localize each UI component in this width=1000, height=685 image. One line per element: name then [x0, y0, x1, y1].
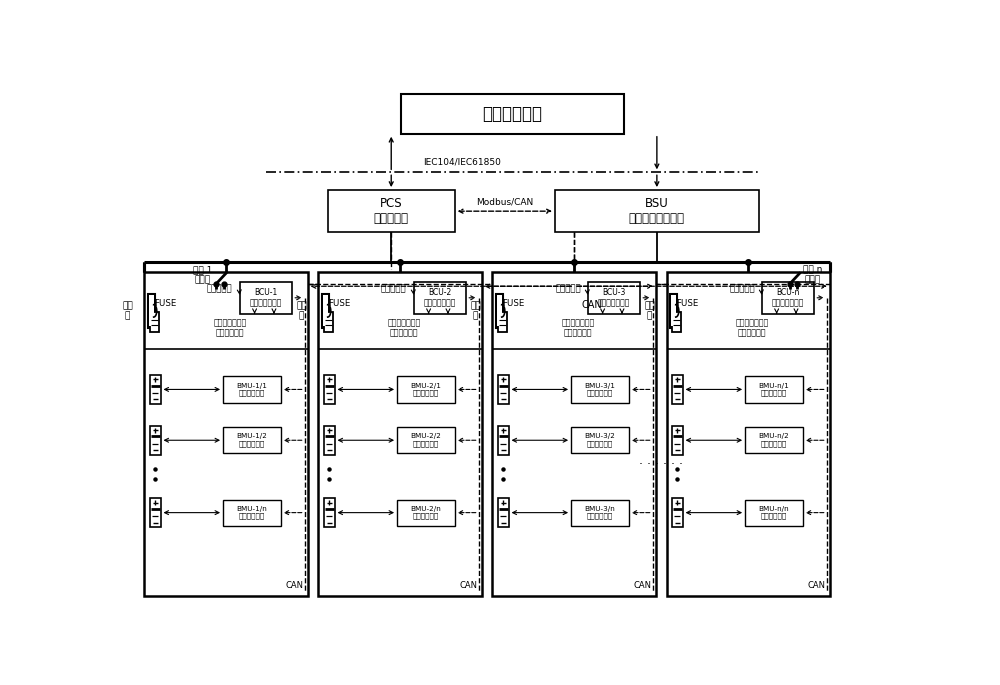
FancyBboxPatch shape: [745, 499, 803, 525]
Text: BMU-3/1
电池管理单元: BMU-3/1 电池管理单元: [584, 383, 615, 396]
Text: 接触
器: 接触 器: [470, 301, 481, 321]
Text: BMU-1/1
电池管理单元: BMU-1/1 电池管理单元: [236, 383, 267, 396]
FancyBboxPatch shape: [671, 295, 676, 326]
FancyBboxPatch shape: [571, 427, 629, 453]
FancyBboxPatch shape: [150, 312, 159, 332]
FancyBboxPatch shape: [323, 295, 328, 326]
FancyBboxPatch shape: [397, 376, 455, 403]
Text: IEC104/IEC61850: IEC104/IEC61850: [424, 158, 501, 167]
FancyBboxPatch shape: [498, 375, 509, 404]
Text: BCU-n
电池簇管理单元: BCU-n 电池簇管理单元: [772, 288, 804, 308]
Text: CAN: CAN: [634, 581, 652, 590]
FancyBboxPatch shape: [322, 294, 329, 328]
FancyBboxPatch shape: [672, 375, 683, 404]
FancyBboxPatch shape: [571, 499, 629, 525]
Text: BMU-n/2
电池管理单元: BMU-n/2 电池管理单元: [759, 434, 789, 447]
FancyBboxPatch shape: [324, 498, 335, 527]
FancyBboxPatch shape: [571, 376, 629, 403]
FancyBboxPatch shape: [150, 375, 161, 404]
Text: 接触
器: 接触 器: [122, 301, 133, 321]
FancyBboxPatch shape: [414, 282, 466, 314]
Text: CAN: CAN: [286, 581, 304, 590]
FancyBboxPatch shape: [318, 273, 482, 596]
Text: 支路 n: 支路 n: [803, 265, 822, 274]
Text: CAN: CAN: [460, 581, 478, 590]
FancyBboxPatch shape: [149, 295, 154, 326]
Text: BMU-n/n
电池管理单元: BMU-n/n 电池管理单元: [759, 506, 789, 519]
Text: Modbus/CAN: Modbus/CAN: [476, 197, 533, 207]
FancyBboxPatch shape: [498, 312, 507, 332]
FancyBboxPatch shape: [498, 425, 509, 455]
FancyBboxPatch shape: [324, 375, 335, 404]
Text: BCU-3
电池簇管理单元: BCU-3 电池簇管理单元: [598, 288, 630, 308]
FancyBboxPatch shape: [555, 190, 759, 232]
Text: 支路 1: 支路 1: [193, 265, 213, 274]
Text: BMU-1/2
电池管理单元: BMU-1/2 电池管理单元: [236, 434, 267, 447]
FancyBboxPatch shape: [401, 94, 624, 134]
Text: BMU-3/n
电池管理单元: BMU-3/n 电池管理单元: [585, 506, 615, 519]
FancyBboxPatch shape: [240, 282, 292, 314]
Text: 接触
器: 接触 器: [644, 301, 655, 321]
FancyBboxPatch shape: [762, 282, 814, 314]
Text: FUSE: FUSE: [502, 299, 524, 308]
Text: 接触器控制: 接触器控制: [729, 284, 755, 293]
FancyBboxPatch shape: [328, 190, 455, 232]
FancyBboxPatch shape: [498, 498, 509, 527]
Text: CAN: CAN: [582, 301, 603, 310]
Text: 总电压、电流采
集、绝缘监测: 总电压、电流采 集、绝缘监测: [387, 318, 421, 338]
FancyBboxPatch shape: [150, 425, 161, 455]
FancyBboxPatch shape: [144, 273, 308, 596]
Text: BMU-2/2
电池管理单元: BMU-2/2 电池管理单元: [410, 434, 441, 447]
Text: PCS
储能变流器: PCS 储能变流器: [374, 197, 409, 225]
FancyBboxPatch shape: [588, 282, 640, 314]
FancyBboxPatch shape: [492, 273, 656, 596]
Text: 接触器控制: 接触器控制: [381, 284, 407, 293]
Text: 总电压、电流采
集、绝缘监测: 总电压、电流采 集、绝缘监测: [561, 318, 595, 338]
Text: 断路器: 断路器: [805, 275, 821, 285]
Text: BMU-n/1
电池管理单元: BMU-n/1 电池管理单元: [759, 383, 789, 396]
Text: · · · · · ·: · · · · · ·: [639, 458, 683, 471]
Text: 断路器: 断路器: [195, 275, 211, 285]
Text: BCU-2
电池簇管理单元: BCU-2 电池簇管理单元: [424, 288, 456, 308]
Text: FUSE: FUSE: [328, 299, 350, 308]
Text: FUSE: FUSE: [154, 299, 176, 308]
FancyBboxPatch shape: [672, 312, 681, 332]
Text: BMU-1/n
电池管理单元: BMU-1/n 电池管理单元: [236, 506, 267, 519]
FancyBboxPatch shape: [397, 499, 455, 525]
FancyBboxPatch shape: [223, 376, 281, 403]
Text: FUSE: FUSE: [676, 299, 698, 308]
Text: BSU
电池系统管理单元: BSU 电池系统管理单元: [629, 197, 685, 225]
FancyBboxPatch shape: [672, 498, 683, 527]
Text: BMU-3/2
电池管理单元: BMU-3/2 电池管理单元: [584, 434, 615, 447]
Text: BCU-1
电池簇管理单元: BCU-1 电池簇管理单元: [250, 288, 282, 308]
FancyBboxPatch shape: [745, 427, 803, 453]
FancyBboxPatch shape: [672, 425, 683, 455]
Text: 接触
器: 接触 器: [296, 301, 307, 321]
Text: 接触器控制: 接触器控制: [555, 284, 581, 293]
Text: CAN: CAN: [808, 581, 826, 590]
Text: 接触器控制: 接触器控制: [207, 284, 233, 293]
Text: 总电压、电流采
集、绝缘监测: 总电压、电流采 集、绝缘监测: [213, 318, 247, 338]
FancyBboxPatch shape: [324, 312, 333, 332]
Text: 总电压、电流采
集、绝缘监测: 总电压、电流采 集、绝缘监测: [735, 318, 769, 338]
FancyBboxPatch shape: [223, 499, 281, 525]
FancyBboxPatch shape: [667, 273, 830, 596]
Text: BMU-2/n
电池管理单元: BMU-2/n 电池管理单元: [411, 506, 441, 519]
FancyBboxPatch shape: [497, 295, 502, 326]
FancyBboxPatch shape: [148, 294, 155, 328]
FancyBboxPatch shape: [670, 294, 677, 328]
FancyBboxPatch shape: [496, 294, 503, 328]
FancyBboxPatch shape: [150, 498, 161, 527]
FancyBboxPatch shape: [745, 376, 803, 403]
FancyBboxPatch shape: [324, 425, 335, 455]
FancyBboxPatch shape: [223, 427, 281, 453]
Text: BMU-2/1
电池管理单元: BMU-2/1 电池管理单元: [410, 383, 441, 396]
FancyBboxPatch shape: [397, 427, 455, 453]
Text: 储能监控系统: 储能监控系统: [483, 105, 543, 123]
